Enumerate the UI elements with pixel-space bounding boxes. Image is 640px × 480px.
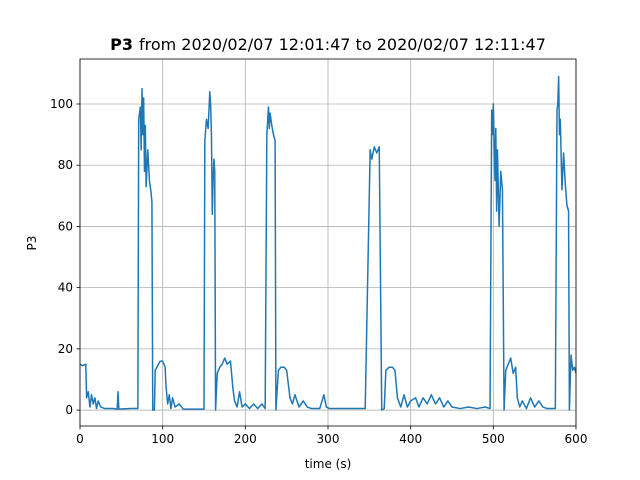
x-tick-label: 200 <box>234 432 257 446</box>
plot-frame <box>79 58 577 427</box>
x-tick-label: 500 <box>482 432 505 446</box>
title-name: P3 <box>110 35 133 54</box>
y-tick-label: 80 <box>58 158 73 172</box>
title-rest: from 2020/02/07 12:01:47 to 2020/02/07 1… <box>139 35 546 54</box>
x-tick-label: 400 <box>399 432 422 446</box>
y-tick-label: 100 <box>50 97 73 111</box>
y-tick-label: 40 <box>58 281 73 295</box>
x-tick-label: 100 <box>151 432 174 446</box>
y-tick-label: 0 <box>65 403 73 417</box>
x-axis-label: time (s) <box>305 457 352 471</box>
y-tick-label: 20 <box>58 342 73 356</box>
x-tick-label: 0 <box>76 432 84 446</box>
y-tick-label: 60 <box>58 219 73 233</box>
x-tick-label: 300 <box>317 432 340 446</box>
y-axis-label: P3 <box>25 236 39 251</box>
data-line <box>79 75 577 411</box>
x-tick-label: 600 <box>565 432 588 446</box>
chart-title: P3 from 2020/02/07 12:01:47 to 2020/02/07… <box>110 35 546 54</box>
